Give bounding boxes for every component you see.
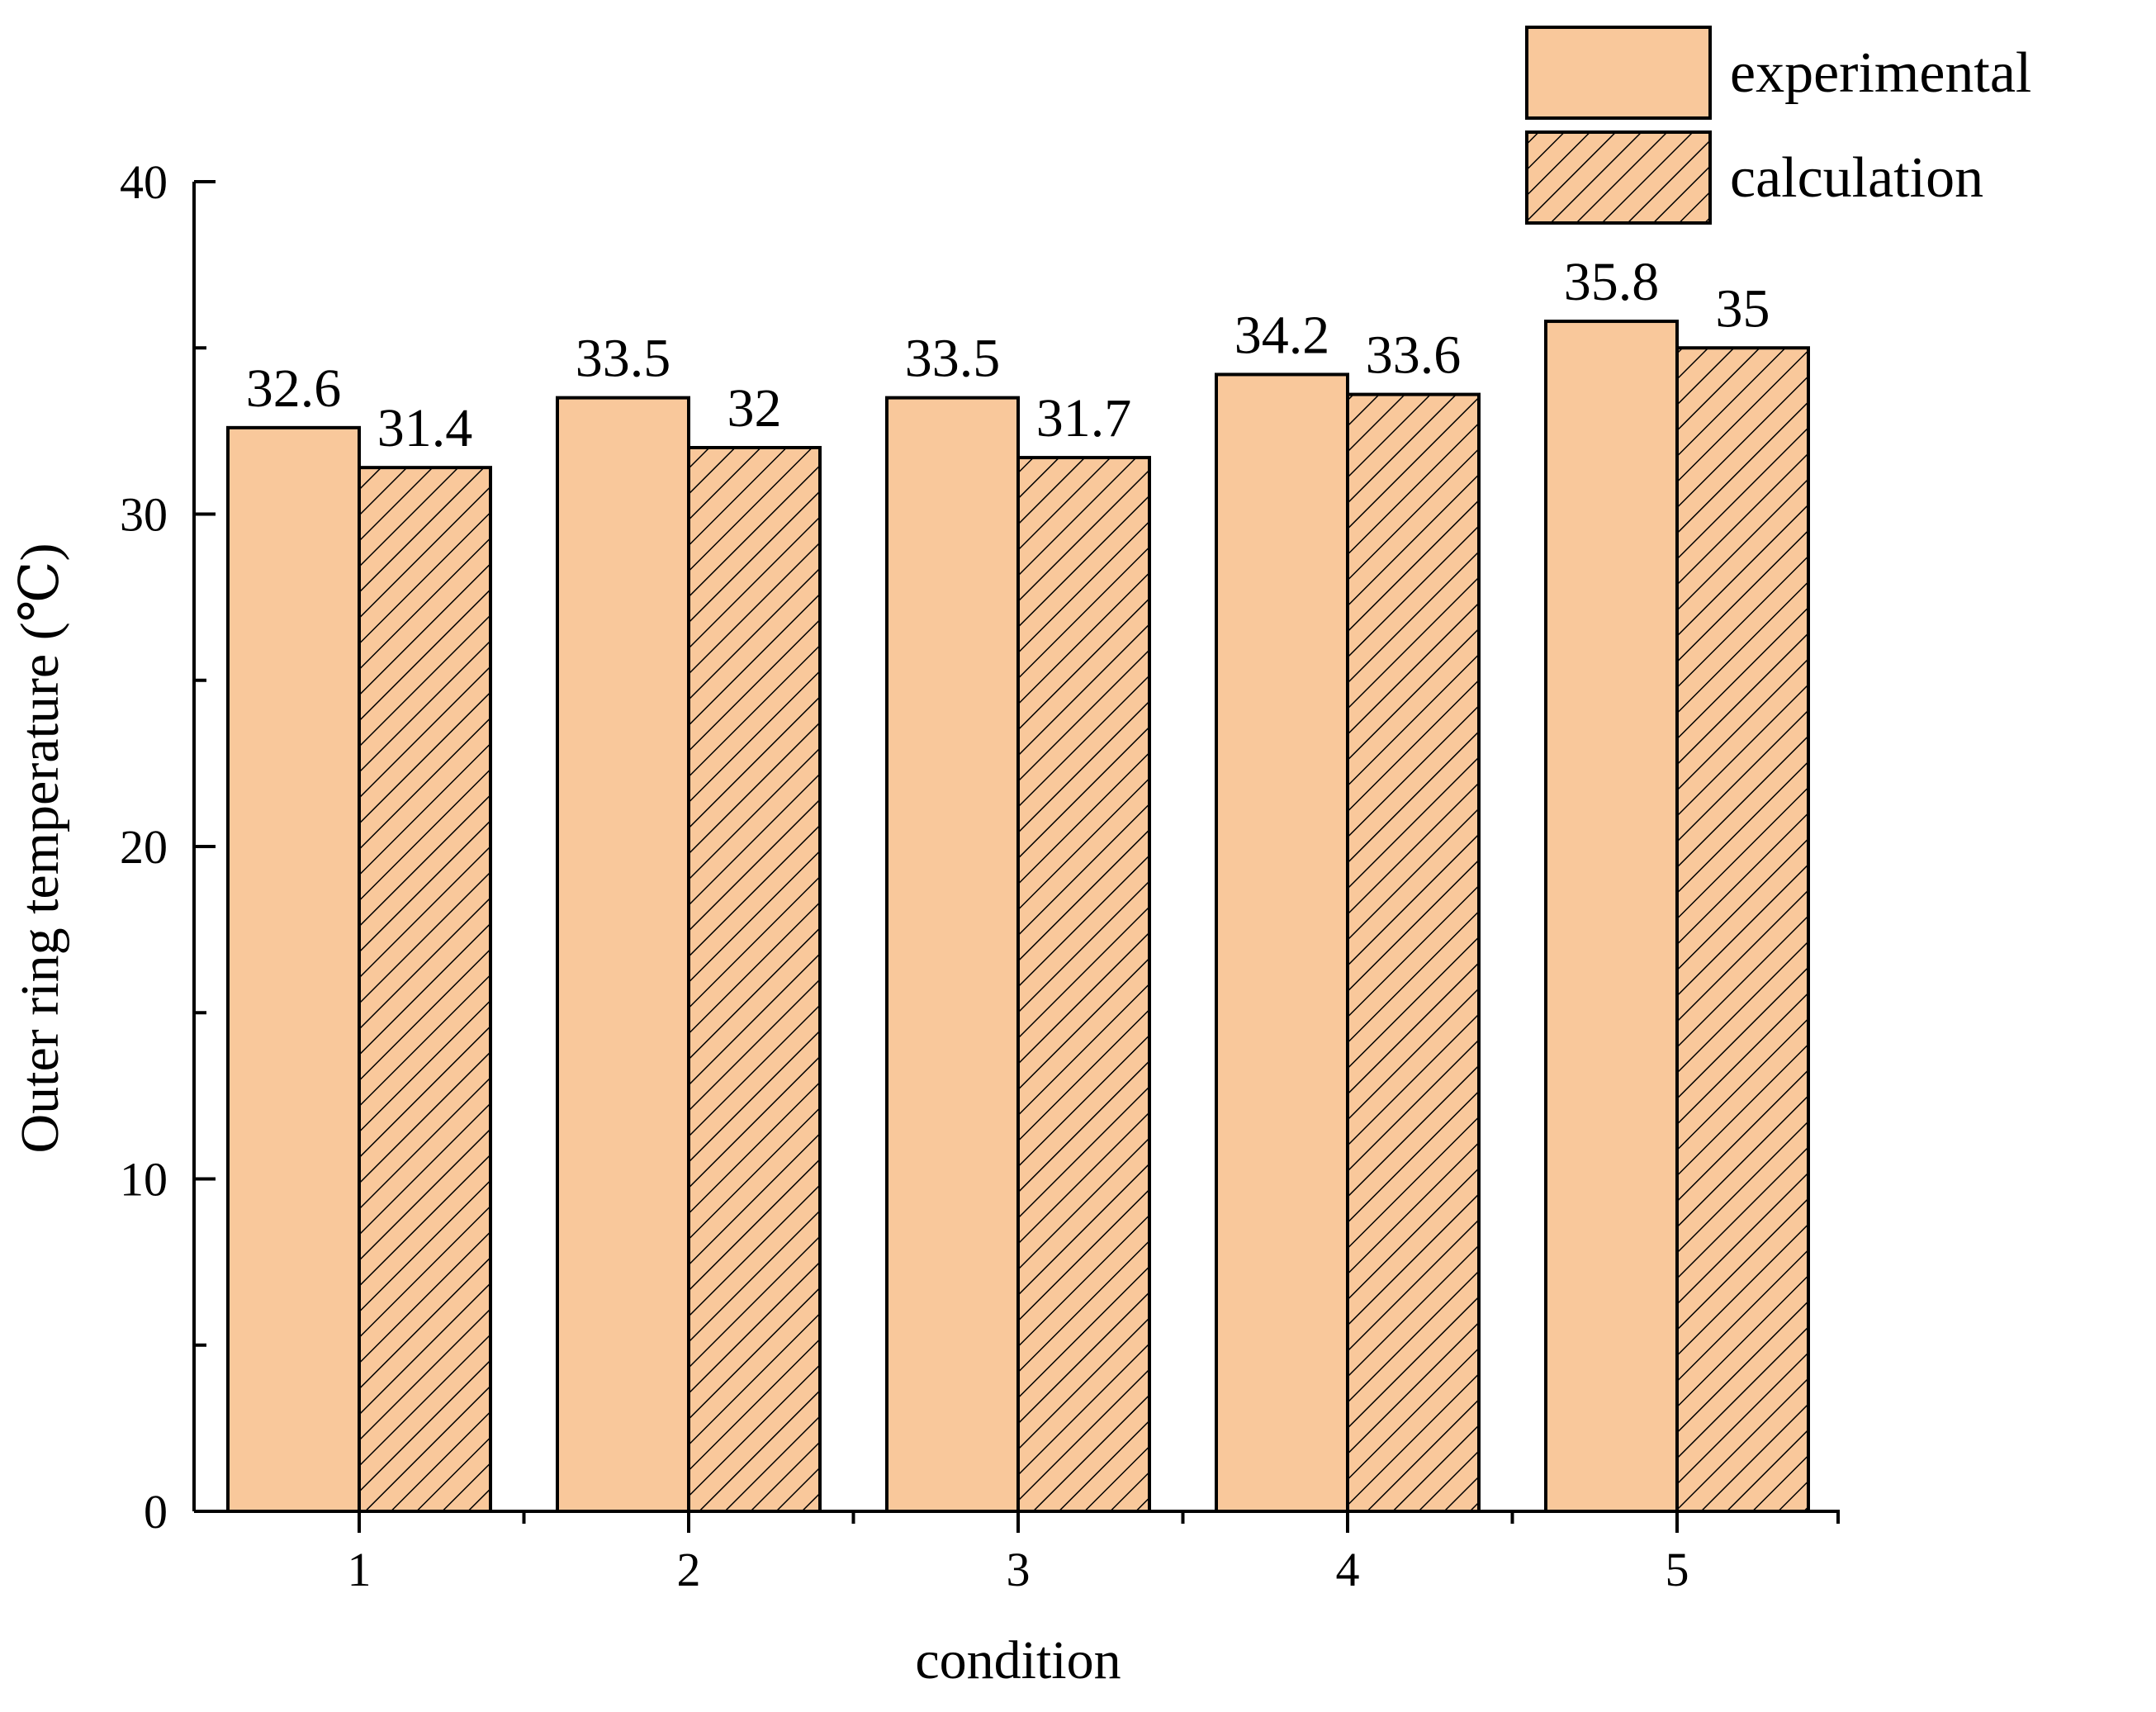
bar-experimental-4 <box>1215 372 1349 1514</box>
x-tick-label: 2 <box>677 1543 701 1596</box>
bar-calculation-5 <box>1675 346 1810 1513</box>
legend: experimental calculation <box>1525 26 2031 225</box>
bars <box>226 320 1810 1514</box>
data-label-experimental-1: 32.6 <box>246 358 342 419</box>
bar-experimental-2 <box>556 396 690 1513</box>
legend-label-experimental: experimental <box>1730 41 2031 105</box>
data-label-experimental-4: 34.2 <box>1234 305 1330 365</box>
bar-calculation-2 <box>687 446 822 1513</box>
x-tick-label: 4 <box>1336 1543 1360 1596</box>
data-label-calculation-4: 33.6 <box>1366 325 1462 386</box>
y-tick-label: 10 <box>120 1153 168 1207</box>
x-tick-label: 5 <box>1666 1543 1689 1596</box>
y-tick-label: 30 <box>120 488 168 542</box>
data-label-experimental-2: 33.5 <box>576 329 671 389</box>
bar-calculation-3 <box>1016 456 1151 1514</box>
y-tick-label: 0 <box>144 1485 168 1539</box>
y-tick-label: 40 <box>120 155 168 209</box>
bar-experimental-1 <box>226 425 361 1513</box>
data-label-calculation-5: 35 <box>1716 278 1770 339</box>
bar-experimental-5 <box>1544 320 1679 1513</box>
legend-swatch-experimental <box>1525 26 1712 120</box>
data-label-calculation-3: 31.7 <box>1036 388 1132 448</box>
bar-calculation-1 <box>358 466 492 1513</box>
data-label-experimental-5: 35.8 <box>1564 252 1660 312</box>
bar-calculation-4 <box>1346 392 1481 1514</box>
data-label-calculation-1: 31.4 <box>377 398 473 458</box>
data-label-experimental-3: 33.5 <box>905 329 1001 389</box>
y-axis-title: Outer ring temperature (℃) <box>10 543 70 1153</box>
y-tick-label: 20 <box>120 820 168 874</box>
legend-swatch-calculation <box>1525 130 1712 225</box>
legend-label-calculation: calculation <box>1730 146 1983 210</box>
data-label-calculation-2: 32 <box>727 378 782 439</box>
bar-experimental-3 <box>885 396 1020 1513</box>
x-axis-title: condition <box>915 1630 1121 1691</box>
x-tick-label: 1 <box>348 1543 372 1596</box>
bar-labels: 32.6 33.5 33.5 34.2 35.8 31.4 32 31.7 33.6 35 <box>246 252 1770 458</box>
x-tick-label: 3 <box>1007 1543 1031 1596</box>
